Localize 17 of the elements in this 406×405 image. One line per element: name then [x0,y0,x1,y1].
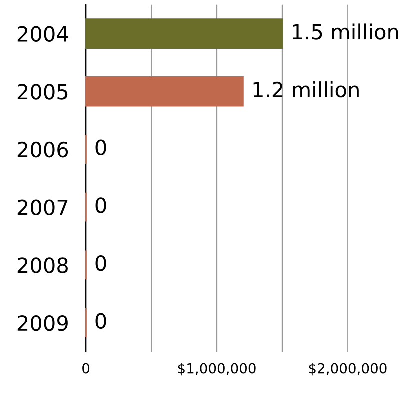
y-tick-label: 2008 [18,258,68,274]
x-tick-label: $1,000,000 [178,363,256,376]
y-tick-label: 2006 [18,142,68,158]
y-tick-label: 2004 [18,26,68,42]
bar [85,76,244,107]
bar [85,18,284,49]
data-label: 0 [96,255,106,272]
y-tick-label: 2007 [18,200,68,216]
y-tick-label: 2005 [18,84,68,100]
data-label: 0 [96,198,106,214]
data-label: 0 [96,140,106,156]
x-tick-label: 0 [82,363,90,374]
y-tick-label: 2009 [18,315,68,332]
x-tick-label: $2,000,000 [309,363,387,376]
data-label: 1.5 million [293,24,398,40]
data-label: 0 [96,313,106,330]
data-label: 1.2 million [254,82,359,98]
